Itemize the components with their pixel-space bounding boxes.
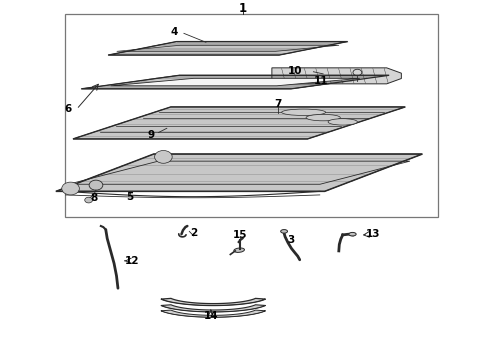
Polygon shape — [56, 154, 422, 192]
Text: 5: 5 — [126, 192, 134, 202]
Circle shape — [85, 197, 93, 203]
Text: 1: 1 — [239, 2, 246, 15]
Circle shape — [89, 180, 103, 190]
Text: 12: 12 — [124, 256, 139, 266]
Polygon shape — [161, 305, 266, 312]
Polygon shape — [108, 41, 347, 55]
Text: 11: 11 — [314, 76, 328, 86]
Polygon shape — [272, 68, 401, 84]
Text: 13: 13 — [366, 229, 380, 239]
Text: 14: 14 — [203, 311, 218, 321]
Text: 3: 3 — [287, 235, 294, 245]
Polygon shape — [73, 107, 405, 139]
Ellipse shape — [281, 230, 288, 233]
Text: 7: 7 — [274, 99, 282, 109]
Ellipse shape — [282, 109, 326, 116]
Text: 4: 4 — [171, 27, 178, 37]
Text: 2: 2 — [190, 228, 197, 238]
Ellipse shape — [306, 114, 340, 121]
Circle shape — [62, 182, 79, 195]
Text: 6: 6 — [65, 104, 72, 114]
Polygon shape — [161, 310, 266, 317]
Polygon shape — [81, 75, 389, 89]
Ellipse shape — [328, 119, 357, 125]
Text: 15: 15 — [233, 230, 247, 240]
Ellipse shape — [349, 233, 356, 236]
Text: 10: 10 — [288, 66, 302, 76]
Text: 8: 8 — [90, 193, 97, 203]
Circle shape — [155, 150, 172, 163]
Ellipse shape — [234, 248, 245, 252]
Text: 9: 9 — [147, 130, 155, 140]
Polygon shape — [161, 298, 266, 306]
Polygon shape — [111, 78, 360, 86]
Bar — [65, 14, 438, 217]
